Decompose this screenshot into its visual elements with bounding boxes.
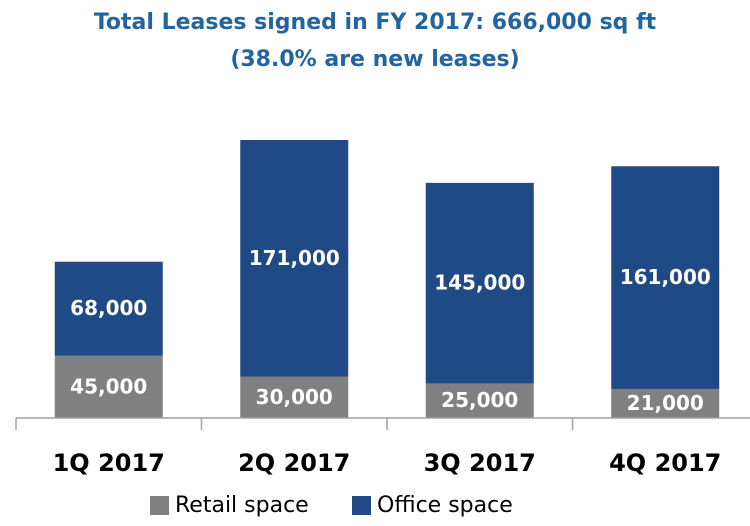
value-label: 25,000 bbox=[441, 388, 518, 412]
legend-label: Retail space bbox=[175, 493, 309, 518]
x-tick-label: 1Q 2017 bbox=[53, 449, 165, 477]
value-label: 171,000 bbox=[249, 246, 340, 270]
x-tick-label: 4Q 2017 bbox=[609, 449, 721, 477]
x-tick-label: 2Q 2017 bbox=[238, 449, 350, 477]
value-label: 21,000 bbox=[627, 391, 704, 415]
chart-subtitle: (38.0% are new leases) bbox=[230, 47, 519, 72]
chart-title: Total Leases signed in FY 2017: 666,000 … bbox=[94, 10, 657, 35]
legend-label: Office space bbox=[377, 493, 513, 518]
bar-segment bbox=[425, 182, 534, 384]
legend-swatch bbox=[150, 496, 169, 515]
bar-segment bbox=[54, 355, 163, 418]
legend-swatch bbox=[352, 496, 371, 515]
value-label: 161,000 bbox=[620, 265, 711, 289]
bar-segment bbox=[611, 388, 720, 418]
bar-segment bbox=[240, 376, 349, 418]
value-label: 45,000 bbox=[70, 374, 147, 398]
bar-segment bbox=[240, 140, 349, 377]
bar-segment bbox=[425, 383, 534, 418]
bar-segment bbox=[611, 166, 720, 389]
x-tick-label: 3Q 2017 bbox=[424, 449, 536, 477]
bar-segment bbox=[54, 261, 163, 356]
value-label: 145,000 bbox=[434, 271, 525, 295]
value-label: 30,000 bbox=[256, 385, 333, 409]
value-label: 68,000 bbox=[70, 296, 147, 320]
